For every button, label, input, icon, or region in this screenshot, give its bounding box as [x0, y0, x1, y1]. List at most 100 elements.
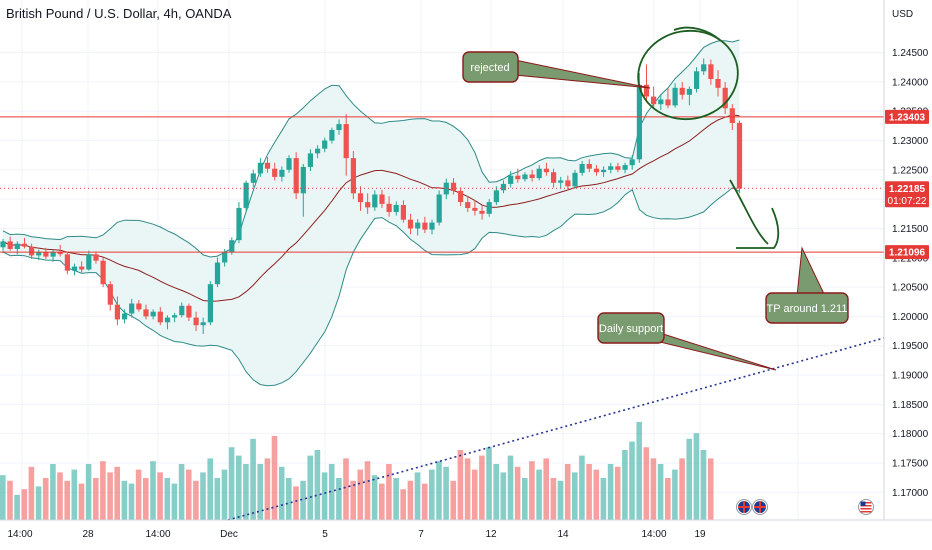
- candle[interactable]: [357, 186, 364, 211]
- candle[interactable]: [722, 81, 728, 115]
- projection-arrow-path[interactable]: [729, 179, 769, 245]
- candle[interactable]: [415, 219, 421, 236]
- candle[interactable]: [586, 159, 592, 173]
- candle[interactable]: [300, 163, 306, 217]
- candle[interactable]: [536, 165, 542, 181]
- candle[interactable]: [672, 83, 678, 108]
- candle[interactable]: [250, 169, 256, 188]
- candle[interactable]: [350, 151, 356, 200]
- candle[interactable]: [365, 193, 371, 214]
- candle[interactable]: [422, 216, 428, 234]
- candle[interactable]: [565, 175, 571, 191]
- candle[interactable]: [336, 119, 342, 135]
- candle[interactable]: [7, 236, 13, 251]
- candle[interactable]: [279, 166, 285, 182]
- candle[interactable]: [379, 189, 385, 208]
- candle[interactable]: [615, 162, 621, 173]
- candle[interactable]: [522, 172, 528, 182]
- candle[interactable]: [372, 190, 378, 211]
- candle[interactable]: [465, 196, 471, 213]
- candle[interactable]: [200, 317, 206, 334]
- candle[interactable]: [679, 81, 685, 100]
- candle[interactable]: [179, 302, 185, 318]
- candle[interactable]: [21, 237, 28, 249]
- candle[interactable]: [150, 309, 156, 320]
- candle[interactable]: [79, 261, 85, 273]
- candle[interactable]: [529, 169, 535, 182]
- daily-support-callout[interactable]: Daily support: [597, 312, 777, 371]
- candle[interactable]: [36, 249, 42, 261]
- candle[interactable]: [343, 114, 349, 176]
- candle[interactable]: [186, 303, 192, 322]
- candle[interactable]: [572, 169, 578, 189]
- candle[interactable]: [286, 155, 292, 173]
- candle[interactable]: [551, 168, 557, 188]
- candle[interactable]: [558, 176, 564, 189]
- candle[interactable]: [307, 149, 313, 172]
- candle[interactable]: [736, 120, 743, 194]
- candle[interactable]: [29, 243, 35, 259]
- candle[interactable]: [293, 152, 299, 200]
- candle[interactable]: [157, 307, 163, 326]
- candle[interactable]: [593, 165, 600, 176]
- candle[interactable]: [429, 219, 435, 235]
- candle[interactable]: [100, 257, 106, 288]
- candle[interactable]: [436, 190, 442, 226]
- rejection-circle-tail[interactable]: [673, 26, 721, 41]
- candle[interactable]: [701, 58, 707, 75]
- candle[interactable]: [64, 251, 70, 275]
- candle[interactable]: [515, 168, 521, 183]
- candle[interactable]: [122, 309, 128, 324]
- candle[interactable]: [264, 156, 271, 173]
- gb-event-flag-icon[interactable]: [752, 499, 768, 515]
- candle[interactable]: [601, 166, 607, 177]
- candle[interactable]: [386, 196, 392, 217]
- candle[interactable]: [107, 281, 113, 311]
- candle[interactable]: [643, 64, 650, 103]
- candle[interactable]: [236, 202, 242, 244]
- gb-event-flag-icon[interactable]: [736, 499, 752, 515]
- candle[interactable]: [493, 186, 499, 206]
- candle[interactable]: [136, 299, 142, 312]
- candle[interactable]: [686, 86, 692, 106]
- us-event-flag-icon[interactable]: [858, 499, 874, 515]
- candle[interactable]: [658, 94, 664, 111]
- candle[interactable]: [407, 213, 414, 235]
- candle[interactable]: [143, 304, 149, 320]
- candle[interactable]: [715, 70, 721, 97]
- candle[interactable]: [71, 263, 78, 276]
- candle[interactable]: [193, 311, 199, 332]
- candle[interactable]: [164, 315, 171, 330]
- candle[interactable]: [329, 127, 335, 144]
- candle[interactable]: [393, 201, 399, 216]
- candle[interactable]: [450, 178, 457, 195]
- candle[interactable]: [243, 180, 249, 211]
- candle[interactable]: [214, 257, 221, 288]
- candle[interactable]: [479, 205, 485, 220]
- projection-arrow-head[interactable]: [736, 207, 780, 249]
- candle[interactable]: [579, 161, 585, 176]
- candle[interactable]: [207, 281, 213, 326]
- candle[interactable]: [172, 312, 178, 323]
- candle[interactable]: [0, 239, 6, 254]
- candle[interactable]: [57, 244, 63, 257]
- candle[interactable]: [629, 155, 635, 170]
- candle[interactable]: [472, 200, 478, 216]
- rejection-circle[interactable]: [631, 23, 745, 127]
- candle[interactable]: [257, 158, 263, 177]
- candle[interactable]: [400, 200, 406, 223]
- candle[interactable]: [500, 180, 507, 194]
- tp-callout[interactable]: TP around 1.211: [765, 246, 849, 324]
- candle[interactable]: [93, 251, 99, 264]
- candle[interactable]: [114, 296, 120, 326]
- candle[interactable]: [608, 162, 614, 174]
- candle[interactable]: [129, 298, 135, 318]
- candle[interactable]: [543, 162, 549, 176]
- candle[interactable]: [665, 87, 671, 109]
- candle[interactable]: [708, 59, 714, 85]
- candle[interactable]: [315, 145, 321, 159]
- candle[interactable]: [651, 86, 657, 109]
- candle[interactable]: [443, 178, 449, 200]
- candle[interactable]: [86, 250, 92, 271]
